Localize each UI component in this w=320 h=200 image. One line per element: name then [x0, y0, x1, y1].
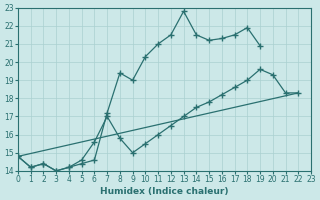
- X-axis label: Humidex (Indice chaleur): Humidex (Indice chaleur): [100, 187, 229, 196]
